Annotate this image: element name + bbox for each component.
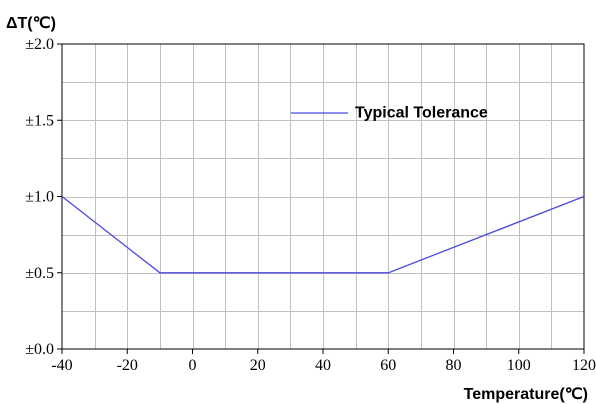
x-tick-label: -20 — [117, 357, 138, 374]
grid-lines — [62, 44, 584, 349]
legend-label-typical-tolerance: Typical Tolerance — [355, 105, 488, 122]
x-tick-label: -40 — [51, 357, 72, 374]
x-tick-label: 80 — [446, 357, 462, 374]
x-tick-label: 100 — [507, 357, 531, 374]
y-tick-label: ±0.0 — [25, 341, 54, 358]
legend: Typical Tolerance — [291, 105, 488, 122]
x-axis-ticks: -40 -20 0 20 40 60 80 100 120 — [51, 349, 596, 374]
y-tick-label: ±0.5 — [25, 265, 54, 282]
y-tick-label: ±2.0 — [25, 36, 54, 53]
x-tick-label: 0 — [189, 357, 197, 374]
y-axis-title: ΔT(℃) — [6, 15, 56, 32]
x-axis-title: Temperature(℃) — [464, 386, 588, 403]
x-tick-label: 40 — [315, 357, 331, 374]
y-tick-label: ±1.5 — [25, 112, 54, 129]
y-axis-ticks: ±0.0 ±0.5 ±1.0 ±1.5 ±2.0 — [25, 36, 62, 358]
series-line-typical-tolerance — [61, 195, 585, 274]
y-tick-label: ±1.0 — [25, 189, 54, 206]
x-tick-label: 60 — [380, 357, 396, 374]
series-layer — [61, 195, 585, 274]
x-tick-label: 20 — [250, 357, 266, 374]
x-tick-label: 120 — [572, 357, 596, 374]
